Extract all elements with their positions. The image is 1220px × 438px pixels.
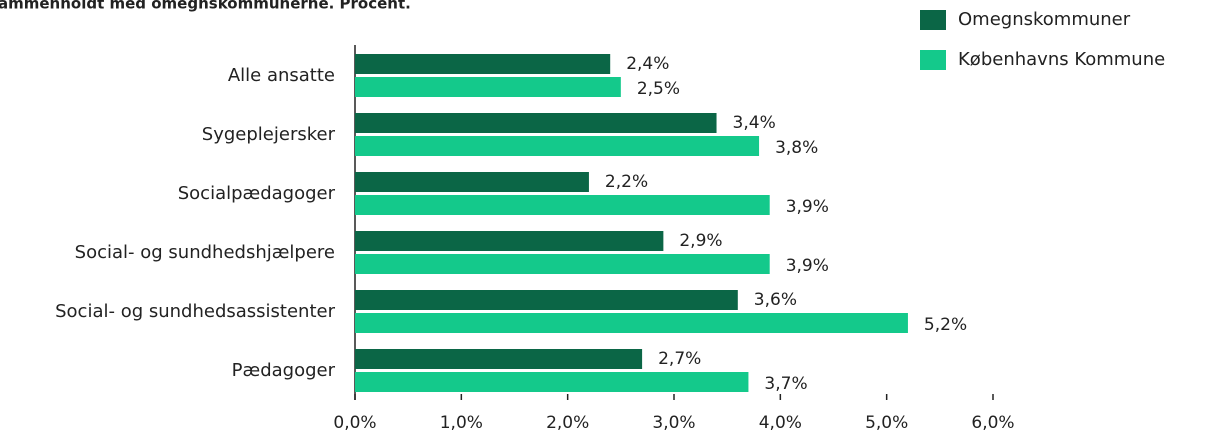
y-tick-label: Social- og sundhedshjælpere [75,242,335,263]
x-tick-label: 3,0% [652,413,695,433]
value-label: 2,7% [658,349,701,369]
bar [355,113,717,133]
legend-swatch [920,10,946,30]
bar [355,77,621,97]
value-label: 2,5% [637,79,680,99]
value-label: 2,4% [626,54,669,74]
value-label: 3,7% [764,374,807,394]
y-tick-label: Socialpædagoger [178,183,336,204]
bar [355,290,738,310]
x-tick-label: 1,0% [440,413,483,433]
value-label: 5,2% [924,315,967,335]
bar [355,231,664,251]
legend-label: Københavns Kommune [958,49,1165,70]
bar [355,195,770,215]
y-tick-label: Social- og sundhedsassistenter [55,301,335,322]
y-tick-label: Sygeplejersker [202,124,336,145]
value-label: 2,9% [679,231,722,251]
y-tick-label: Alle ansatte [228,65,335,86]
x-tick-label: 4,0% [759,413,802,433]
y-tick-label: Pædagoger [232,360,336,381]
value-label: 3,8% [775,138,818,158]
x-tick-label: 6,0% [971,413,1014,433]
bar [355,254,770,274]
value-label: 2,2% [605,172,648,192]
value-label: 3,4% [733,113,776,133]
bar [355,313,908,333]
x-tick-label: 5,0% [865,413,908,433]
value-label: 3,9% [786,197,829,217]
bar [355,172,589,192]
legend-label: Omegnskommuner [958,9,1131,30]
bar [355,136,760,156]
bar [355,54,611,74]
legend-swatch [920,50,946,70]
bar [355,349,643,369]
value-label: 3,9% [786,256,829,276]
value-label: 3,6% [754,290,797,310]
x-tick-label: 0,0% [333,413,376,433]
bar [355,372,749,392]
x-tick-label: 2,0% [546,413,589,433]
chart-title: ammenholdt med omegnskommunerne. Procent… [0,0,411,13]
